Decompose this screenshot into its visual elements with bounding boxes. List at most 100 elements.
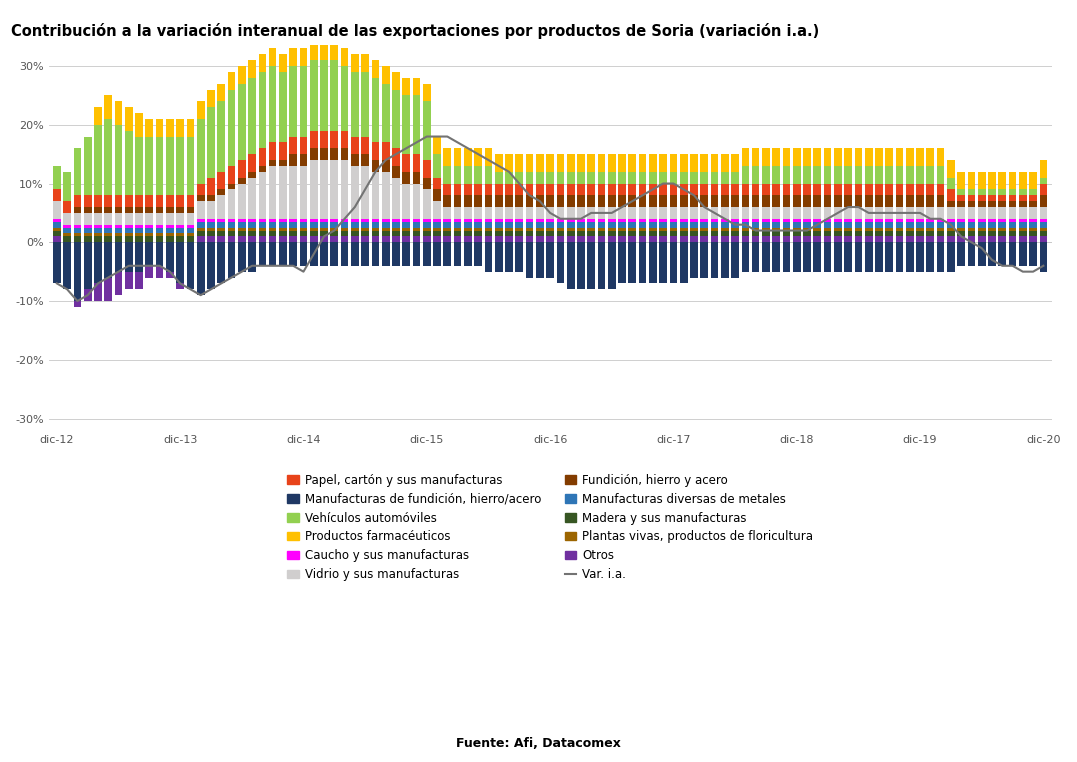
Bar	[1009, 190, 1017, 195]
Bar	[803, 242, 811, 272]
Bar	[372, 242, 379, 266]
Bar	[567, 207, 574, 219]
Bar	[721, 154, 729, 171]
Bar	[659, 242, 667, 283]
Bar	[865, 195, 872, 207]
Bar	[1030, 222, 1037, 228]
Bar	[505, 231, 513, 236]
Bar	[227, 190, 236, 219]
Bar	[505, 154, 513, 171]
Bar	[361, 242, 369, 266]
Bar	[218, 190, 225, 195]
Bar	[854, 222, 863, 228]
Bar	[567, 171, 574, 184]
Bar	[403, 236, 410, 242]
Bar	[639, 154, 646, 171]
Bar	[516, 219, 523, 222]
Bar	[423, 222, 431, 228]
Bar	[156, 266, 164, 277]
Bar	[917, 231, 924, 236]
Bar	[136, 225, 143, 228]
Bar	[104, 233, 112, 236]
Bar	[947, 231, 954, 236]
Bar	[403, 242, 410, 266]
Bar	[865, 207, 872, 219]
Bar	[218, 242, 225, 283]
Legend: Papel, cartón y sus manufacturas, Manufacturas de fundición, hierro/acero, Vehíc: Papel, cartón y sus manufacturas, Manufa…	[282, 469, 819, 586]
Bar	[382, 222, 390, 228]
Bar	[516, 171, 523, 184]
Bar	[998, 201, 1006, 207]
Bar	[783, 195, 791, 207]
Bar	[1019, 171, 1026, 190]
Bar	[690, 219, 698, 222]
Bar	[238, 184, 246, 219]
Bar	[218, 228, 225, 231]
Bar	[876, 242, 883, 272]
Bar	[607, 236, 616, 242]
Bar	[1019, 236, 1026, 242]
Bar	[392, 222, 400, 228]
Bar	[320, 130, 327, 149]
Bar	[834, 184, 842, 195]
Bar	[629, 242, 637, 283]
Bar	[248, 219, 256, 222]
Bar	[248, 60, 256, 78]
Bar	[988, 195, 996, 201]
Bar	[64, 201, 71, 213]
Bar	[299, 231, 307, 236]
Bar	[700, 242, 708, 277]
Bar	[536, 231, 544, 236]
Bar	[299, 136, 307, 154]
Bar	[238, 236, 246, 242]
Bar	[310, 231, 318, 236]
Bar	[197, 119, 205, 184]
Bar	[741, 149, 750, 166]
Bar	[331, 222, 338, 228]
Bar	[793, 228, 800, 231]
Bar	[700, 231, 708, 236]
Bar	[536, 242, 544, 277]
Bar	[64, 233, 71, 236]
Bar	[998, 236, 1006, 242]
Bar	[340, 49, 349, 66]
Bar	[967, 201, 976, 207]
Bar	[670, 236, 677, 242]
Bar	[536, 154, 544, 171]
Bar	[474, 166, 482, 184]
Bar	[783, 228, 791, 231]
Bar	[340, 66, 349, 130]
Bar	[670, 222, 677, 228]
Bar	[711, 154, 718, 171]
Bar	[793, 207, 800, 219]
Bar	[967, 222, 976, 228]
Bar	[557, 184, 564, 195]
Bar	[227, 166, 236, 184]
Bar	[824, 184, 831, 195]
Bar	[269, 160, 277, 166]
Bar	[485, 219, 492, 222]
Bar	[752, 222, 759, 228]
Bar	[711, 228, 718, 231]
Bar	[197, 222, 205, 228]
Bar	[824, 166, 831, 184]
Bar	[1009, 236, 1017, 242]
Bar	[248, 178, 256, 219]
Bar	[290, 231, 297, 236]
Bar	[772, 207, 780, 219]
Bar	[125, 228, 132, 233]
Bar	[557, 242, 564, 283]
Bar	[700, 171, 708, 184]
Bar	[834, 166, 842, 184]
Bar	[1030, 231, 1037, 236]
Bar	[711, 222, 718, 228]
Bar	[947, 201, 954, 207]
Bar	[752, 228, 759, 231]
Bar	[474, 222, 482, 228]
Bar	[114, 233, 123, 236]
Bar	[310, 219, 318, 222]
Bar	[577, 184, 585, 195]
Bar	[639, 231, 646, 236]
Bar	[464, 166, 472, 184]
Bar	[516, 236, 523, 242]
